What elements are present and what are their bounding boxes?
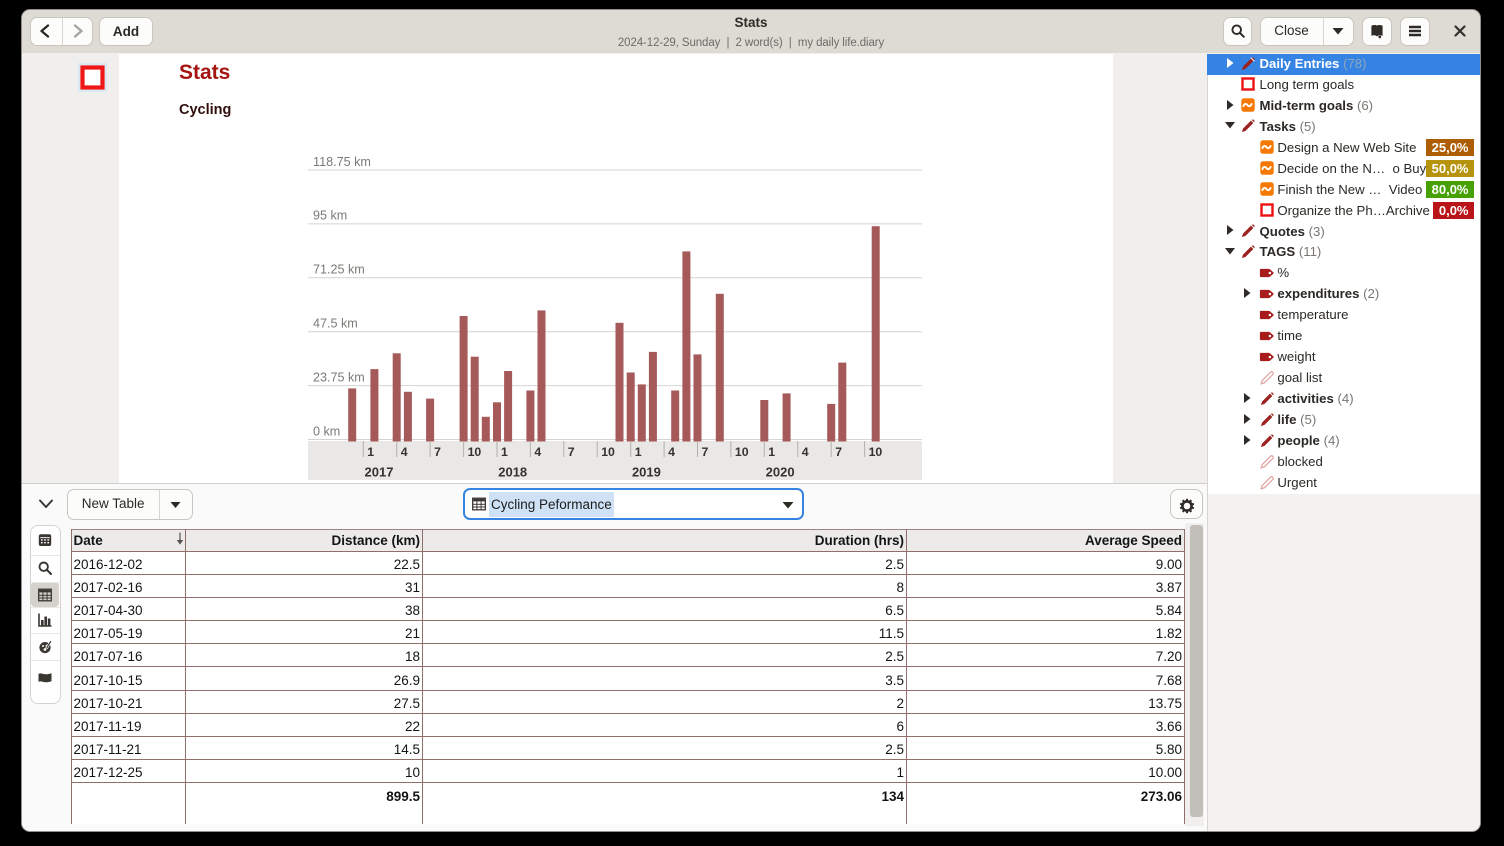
svg-text:118.75 km: 118.75 km xyxy=(313,155,371,169)
svg-text:47.5 km: 47.5 km xyxy=(313,317,358,331)
svg-text:23.75 km: 23.75 km xyxy=(313,370,365,384)
svg-text:10: 10 xyxy=(735,445,749,459)
svg-text:1: 1 xyxy=(635,445,642,459)
svg-text:1: 1 xyxy=(501,445,508,459)
svg-text:10: 10 xyxy=(601,445,615,459)
svg-text:1: 1 xyxy=(367,445,374,459)
svg-text:95 km: 95 km xyxy=(313,209,347,223)
svg-text:10: 10 xyxy=(869,445,883,459)
svg-text:10: 10 xyxy=(468,445,482,459)
svg-text:7: 7 xyxy=(568,445,575,459)
svg-text:2018: 2018 xyxy=(498,465,527,480)
svg-text:0 km: 0 km xyxy=(313,424,340,438)
svg-text:4: 4 xyxy=(534,445,541,459)
svg-text:7: 7 xyxy=(835,445,842,459)
svg-text:4: 4 xyxy=(668,445,675,459)
svg-text:1: 1 xyxy=(768,445,775,459)
svg-text:2019: 2019 xyxy=(632,465,661,480)
svg-text:2017: 2017 xyxy=(365,465,394,480)
svg-text:71.25 km: 71.25 km xyxy=(313,263,365,277)
svg-text:4: 4 xyxy=(401,445,408,459)
svg-text:2020: 2020 xyxy=(766,465,795,480)
svg-text:7: 7 xyxy=(702,445,709,459)
svg-text:7: 7 xyxy=(434,445,441,459)
svg-text:4: 4 xyxy=(802,445,809,459)
